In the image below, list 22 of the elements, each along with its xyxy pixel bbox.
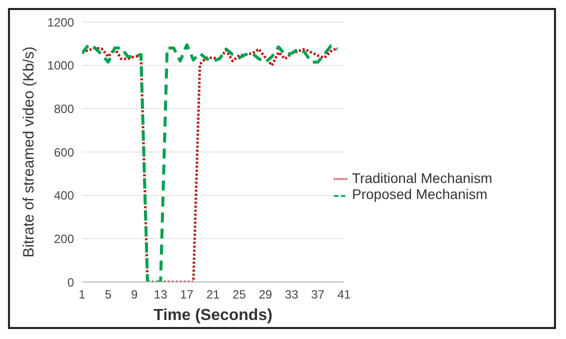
y-tick-label: 1200 (47, 15, 74, 30)
legend-label: Proposed Mechanism (352, 186, 488, 202)
x-tick-label: 17 (180, 288, 194, 302)
x-tick-label: 37 (311, 288, 325, 302)
y-tick-label: 600 (54, 145, 74, 160)
x-tick-label: 21 (206, 288, 220, 302)
x-tick-label: 5 (104, 288, 112, 302)
x-tick-label: 25 (232, 288, 246, 302)
x-tick-label: 1 (78, 288, 86, 302)
x-axis-title: Time (Seconds) (154, 307, 272, 324)
y-tick-label: 800 (54, 102, 74, 116)
legend-label: Traditional Mechanism (352, 170, 492, 186)
y-tick-label: 0 (67, 275, 74, 290)
y-axis-title: Bitrate of streamed video (Kb/s) (20, 46, 38, 258)
x-tick-label: 33 (284, 288, 299, 302)
y-tick-label: 400 (54, 188, 74, 203)
x-tick-label: 13 (154, 288, 168, 302)
x-tick-label: 29 (258, 288, 272, 302)
x-tick-label: 41 (337, 288, 351, 302)
y-tick-label: 200 (54, 232, 74, 246)
x-tick-label: 9 (131, 288, 138, 302)
y-tick-label: 1000 (47, 58, 74, 73)
